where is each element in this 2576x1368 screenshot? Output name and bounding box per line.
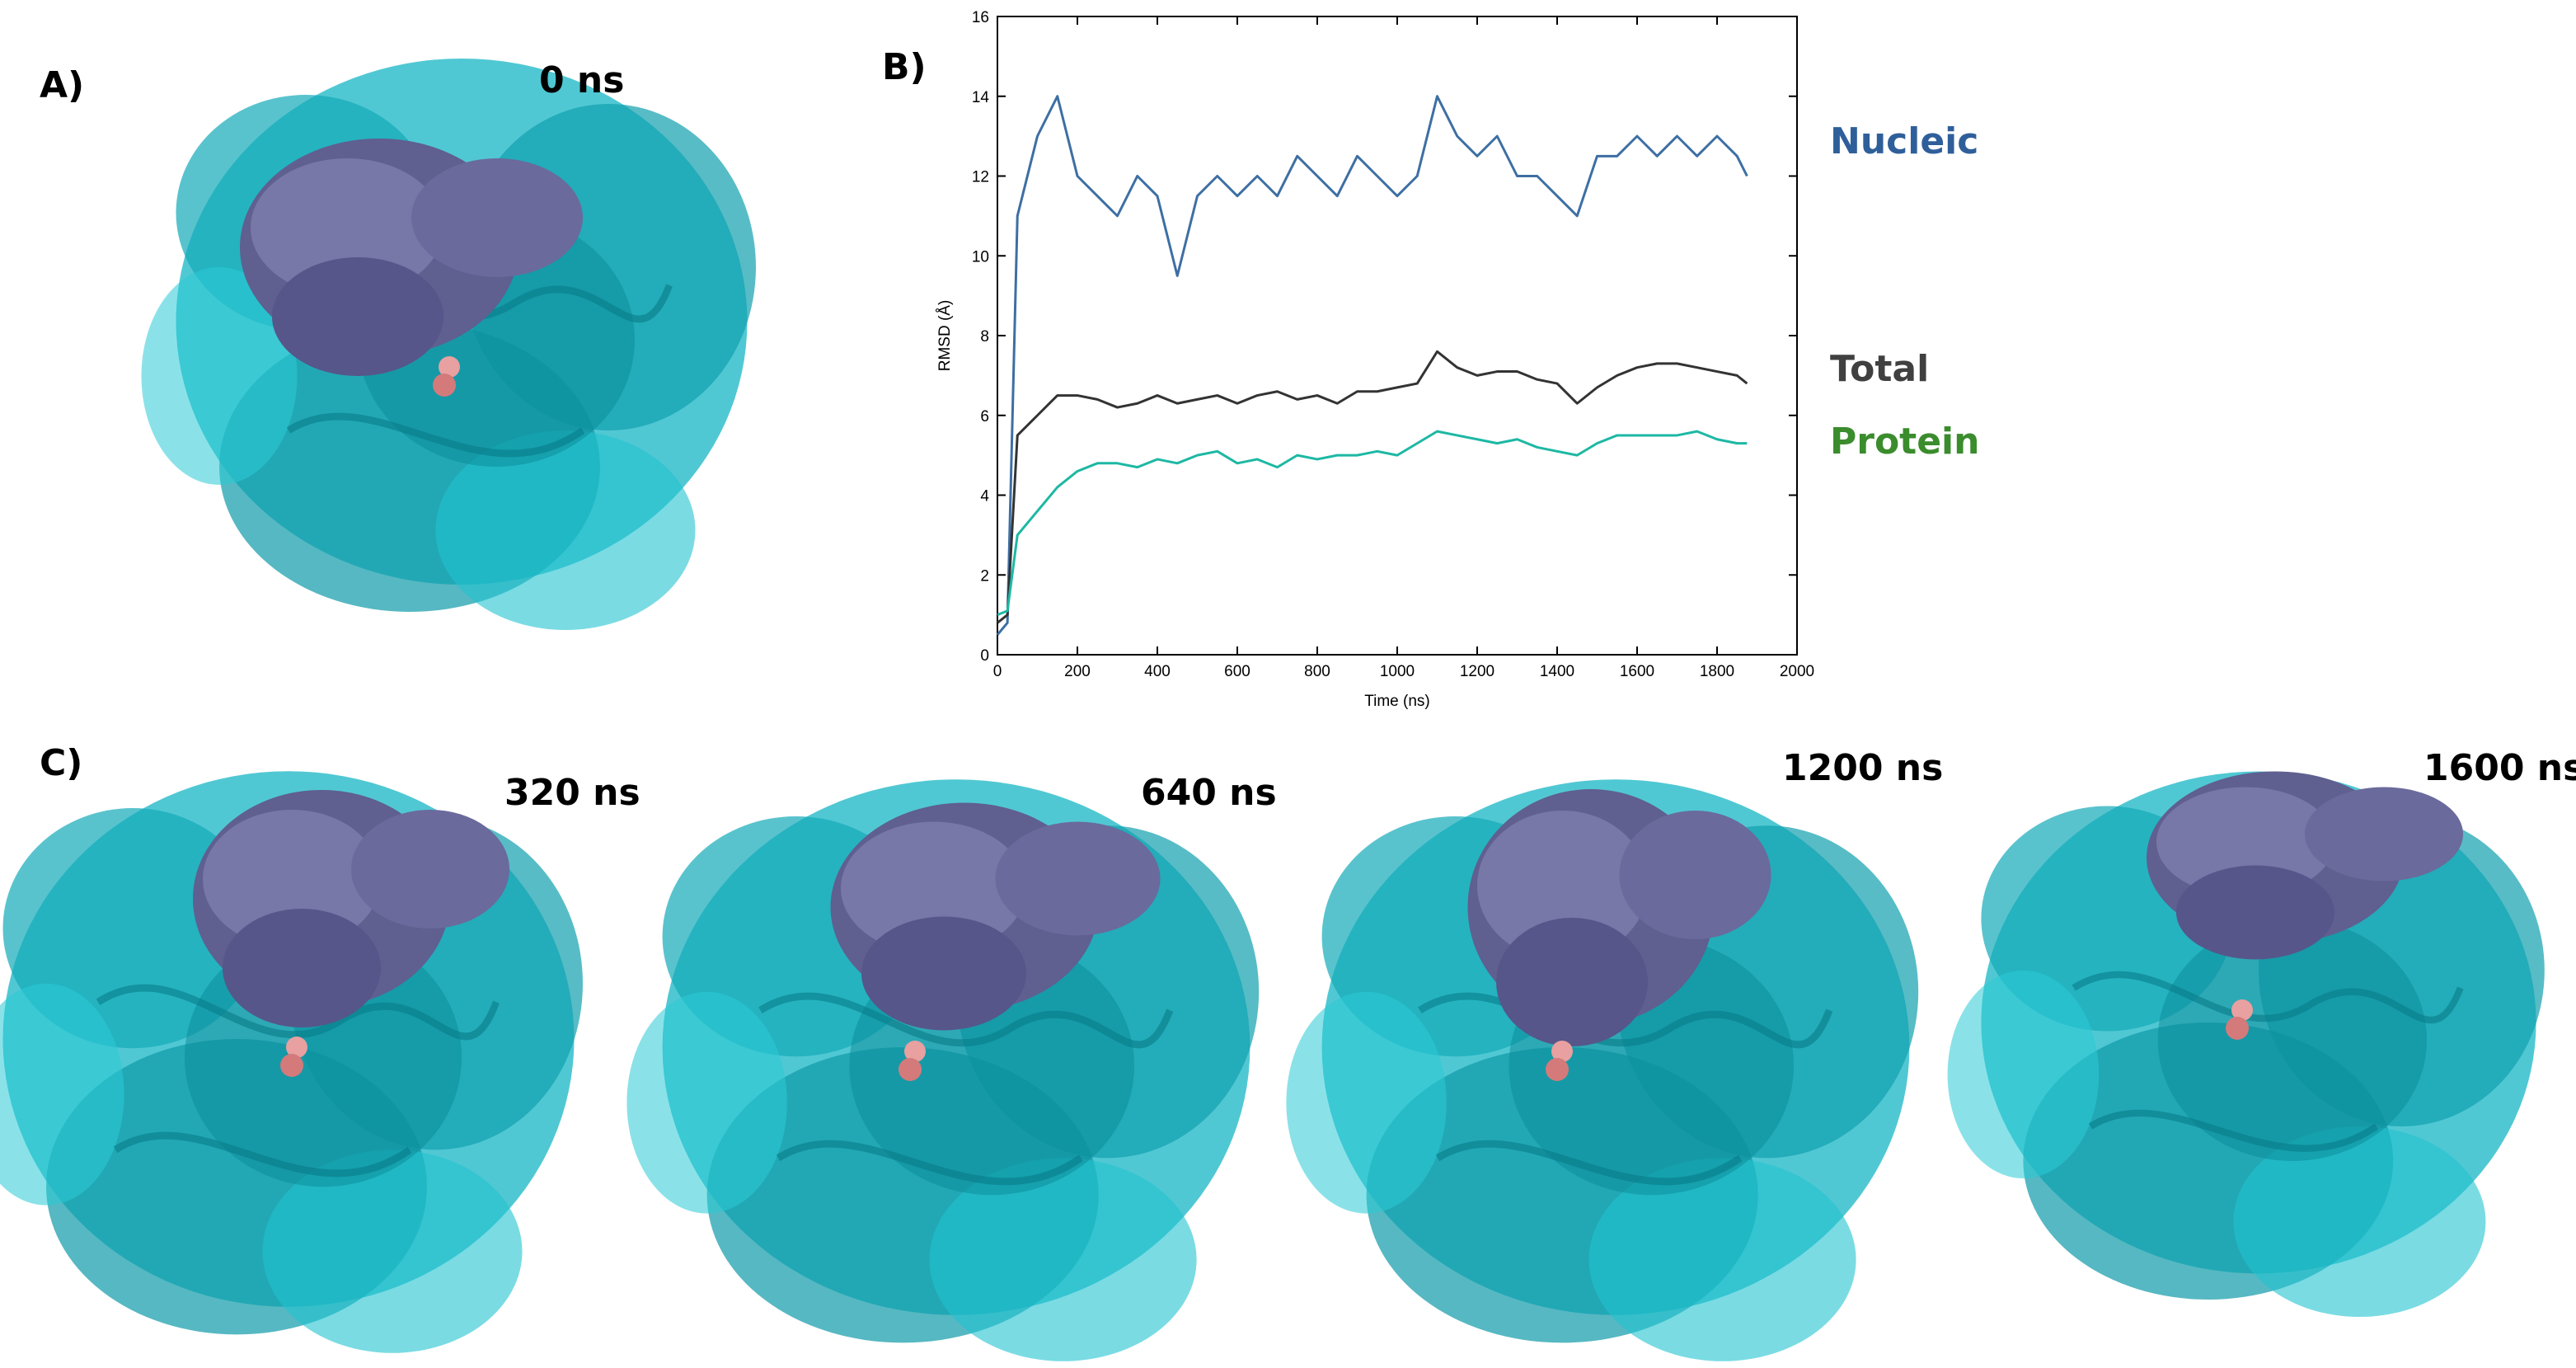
rmsd-chart: 0 200 400 600 800 1000 1200 1400 1600 1800 2000 0 2 4… [936,9,1979,710]
plot-frame [997,16,1798,656]
series-line [997,350,1748,624]
series-line [997,430,1748,617]
x-tick-label: 600 [1224,663,1250,680]
legend-label: Nucleic [1830,120,1978,162]
x-tick-label: 800 [1304,663,1330,680]
molecule-c3 [1286,779,1918,1361]
y-tick-label: 2 [980,567,989,585]
y-tick-label: 8 [980,328,989,346]
y-tick-label: 16 [972,9,989,26]
x-axis-title: Time (ns) [1364,693,1430,710]
x-tick-label: 1200 [1460,663,1494,680]
legend-label: Protein [1830,421,1979,463]
panel-label: B) [882,46,927,88]
y-tick-label: 10 [972,248,989,266]
time-label: 1200 ns [1782,747,1943,789]
x-tick-label: 200 [1064,663,1091,680]
x-tick-label: 1600 [1620,663,1654,680]
y-tick-label: 14 [972,89,990,106]
time-label: 640 ns [1141,772,1277,814]
x-tick-label: 400 [1144,663,1171,680]
time-label: 320 ns [504,772,640,814]
legend-label: Total [1830,348,1929,390]
y-tick-label: 12 [972,169,989,186]
series-line [996,95,1748,636]
x-tick-label: 1800 [1700,663,1734,680]
x-tick-label: 0 [993,663,1002,680]
y-tick-label: 4 [980,488,989,505]
x-tick-label: 1400 [1540,663,1574,680]
y-tick-label: 0 [980,647,989,665]
molecule-c2 [626,779,1259,1361]
molecule-a [142,59,757,630]
x-tick-label: 1000 [1380,663,1415,680]
time-label: 1600 ns [2424,747,2576,789]
y-tick-label: 6 [980,408,989,425]
x-tick-label: 2000 [1780,663,1814,680]
molecule-c1 [0,771,583,1353]
time-label: 0 ns [539,59,624,101]
panel-label: A) [40,64,84,106]
y-axis-title: RMSD (Å) [936,300,954,372]
panel-label: C) [40,742,82,784]
molecule-c4 [1948,772,2545,1318]
